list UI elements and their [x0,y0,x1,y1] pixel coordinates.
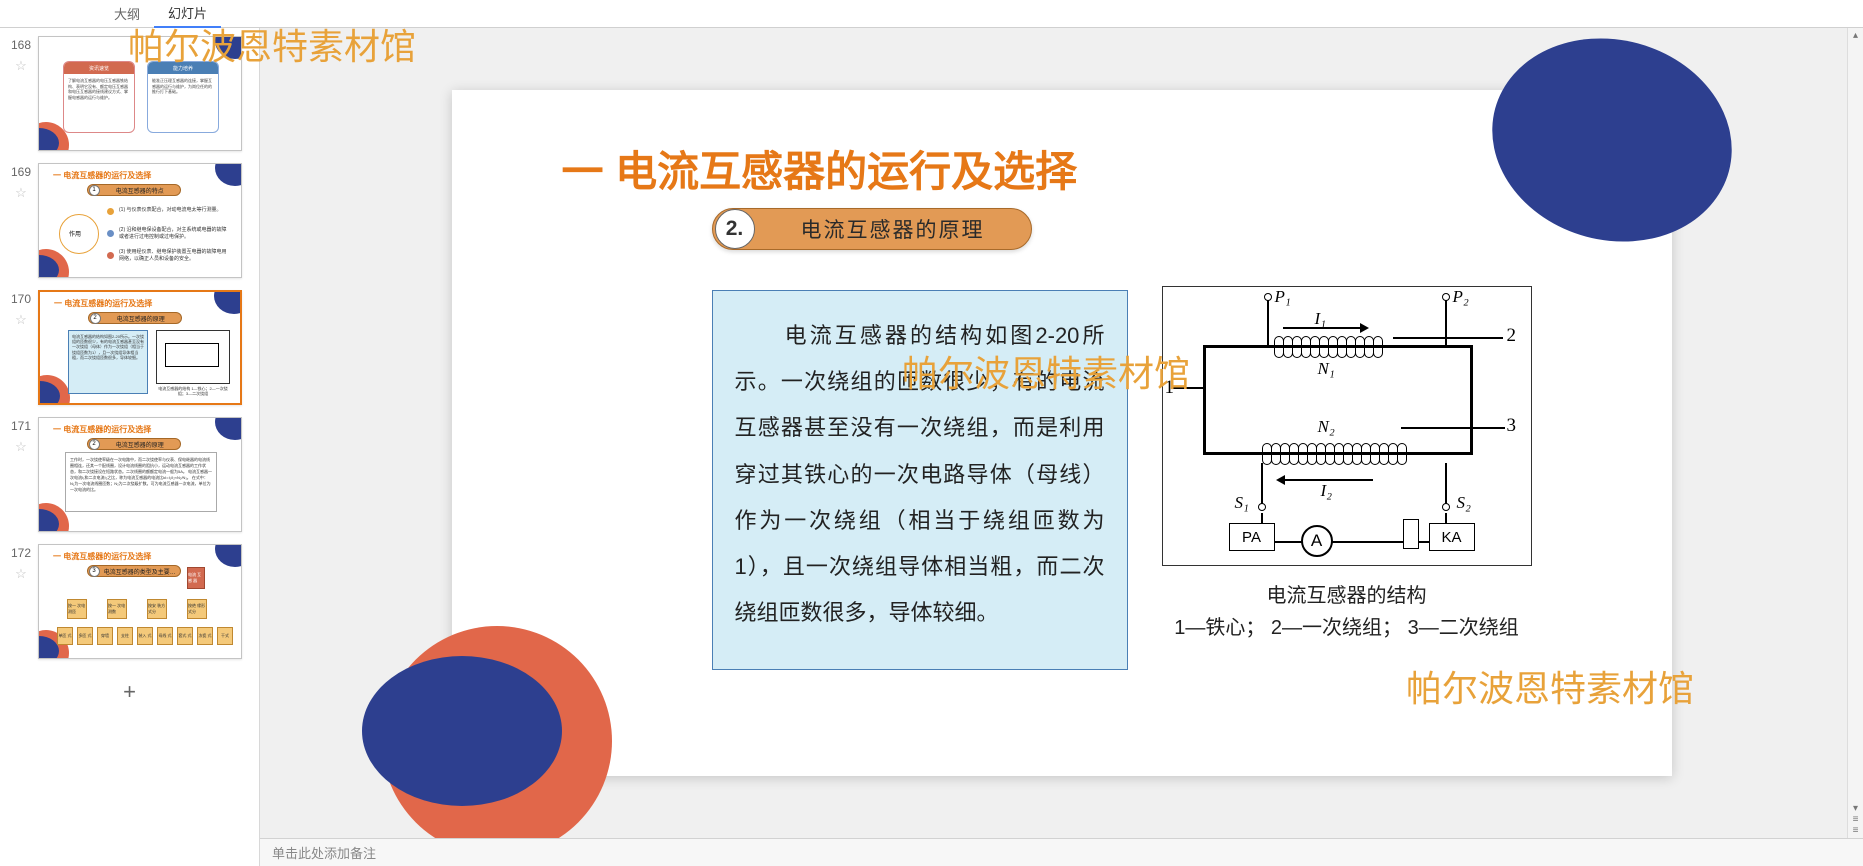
thumb-row[interactable]: 169 ☆ 一 电流互感器的运行及选择 1电流互感器的特点 作用 (1) 与仪表… [4,163,255,278]
diagram-box-pa: PA [1229,523,1275,551]
diagram-box-ka: KA [1429,523,1475,551]
diagram-label-3: 3 [1507,415,1517,437]
diagram-label-n1: N₁ [1318,359,1335,379]
thumbnail-panel[interactable]: 168 ☆ 资讯速览了解电流互感器的电压互感器铁结构、表明它没有、额定电压互感器… [0,28,260,866]
notes-placeholder: 单击此处添加备注 [272,843,376,862]
slide-main[interactable]: 一 电流互感器的运行及选择 2. 电流互感器的原理 电流互感器的结构如图2-20… [452,90,1672,776]
thumb-num-col: 170 ☆ [4,290,38,328]
diagram-label-p2: P₂ [1453,287,1469,307]
notes-bar[interactable]: 单击此处添加备注 [260,838,1863,866]
diagram-ammeter: A [1301,525,1333,557]
thumb-row[interactable]: 171 ☆ 一 电流互感器的运行及选择 2电流互感器的原理 工作时，一次绕使率级… [4,417,255,532]
diagram-label-p1: P₁ [1275,287,1291,307]
slide-thumb-170[interactable]: 一 电流互感器的运行及选择 2电流互感器的原理 电流互感器的结构如图2-20所示… [38,290,242,405]
thumb-num-col: 172 ☆ [4,544,38,582]
star-icon[interactable]: ☆ [15,185,27,201]
main-area: 168 ☆ 资讯速览了解电流互感器的电压互感器铁结构、表明它没有、额定电压互感器… [0,28,1863,866]
add-slide-button[interactable]: + [4,671,255,713]
thumb-number: 170 [11,292,31,306]
tab-slides[interactable]: 幻灯片 [154,0,221,28]
vertical-scrollbar[interactable]: ▴ ▾ ≡ ≡ [1847,28,1863,838]
star-icon[interactable]: ☆ [15,312,27,328]
star-icon[interactable]: ☆ [15,566,27,582]
scroll-prev-icon[interactable]: ≡ [1853,814,1859,825]
badge-number: 2. [715,209,755,249]
body-text[interactable]: 电流互感器的结构如图2-20所示。一次绕组的匝数很少，有的电流互感器甚至没有一次… [712,290,1128,670]
diagram-label-i1: I₁ [1315,309,1327,329]
transformer-diagram[interactable]: P₁ P₂ I₁ 1 2 3 [1162,286,1532,566]
diagram-label-n2: N₂ [1318,417,1335,437]
decor-bottom-left-2 [362,656,562,806]
decor-top-right [1469,28,1755,268]
thumb-row[interactable]: 168 ☆ 资讯速览了解电流互感器的电压互感器铁结构、表明它没有、额定电压互感器… [4,36,255,151]
canvas-area: 一 电流互感器的运行及选择 2. 电流互感器的原理 电流互感器的结构如图2-20… [260,28,1863,866]
diagram-label-1: 1 [1165,377,1175,399]
tab-outline[interactable]: 大纲 [100,0,154,27]
slide-thumb-172[interactable]: 一 电流互感器的运行及选择 3电流互感器的类型及主要… 电流 互感 器 按一 次… [38,544,242,659]
thumb-number: 172 [11,546,31,560]
thumb-num-col: 169 ☆ [4,163,38,201]
slide-viewport[interactable]: 一 电流互感器的运行及选择 2. 电流互感器的原理 电流互感器的结构如图2-20… [260,28,1863,838]
slide-title[interactable]: 一 电流互感器的运行及选择 [562,138,1078,199]
slide-thumb-169[interactable]: 一 电流互感器的运行及选择 1电流互感器的特点 作用 (1) 与仪表仪表配合，对… [38,163,242,278]
scroll-up-icon[interactable]: ▴ [1853,30,1858,41]
slide-thumb-171[interactable]: 一 电流互感器的运行及选择 2电流互感器的原理 工作时，一次绕使率级在一次电路中… [38,417,242,532]
thumb-number: 168 [11,38,31,52]
diagram-label-s1: S₁ [1235,493,1249,513]
scroll-next-icon[interactable]: ≡ [1853,825,1859,836]
diagram-label-2: 2 [1507,325,1517,347]
diagram-caption: 电流互感器的结构 1—铁心； 2—一次绕组； 3—二次绕组 [1162,580,1532,644]
scroll-down-icon[interactable]: ▾ [1853,803,1858,814]
star-icon[interactable]: ☆ [15,58,27,74]
thumb-number: 171 [11,419,31,433]
thumb-row[interactable]: 170 ☆ 一 电流互感器的运行及选择 2电流互感器的原理 电流互感器的结构如图… [4,290,255,405]
top-tabs-bar: 大纲 幻灯片 [0,0,1863,28]
diagram-label-i2: I₂ [1321,481,1333,501]
diagram-label-s2: S₂ [1457,493,1471,513]
thumb-num-col: 171 ☆ [4,417,38,455]
thumb-number: 169 [11,165,31,179]
slide-thumb-168[interactable]: 资讯速览了解电流互感器的电压互感器铁结构、表明它没有、额定电压互感器和电压互感器… [38,36,242,151]
badge-label: 电流互感器的原理 [755,214,1031,244]
thumb-num-col: 168 ☆ [4,36,38,74]
thumb-row[interactable]: 172 ☆ 一 电流互感器的运行及选择 3电流互感器的类型及主要… 电流 互感 … [4,544,255,659]
subtitle-badge[interactable]: 2. 电流互感器的原理 [712,208,1032,250]
star-icon[interactable]: ☆ [15,439,27,455]
